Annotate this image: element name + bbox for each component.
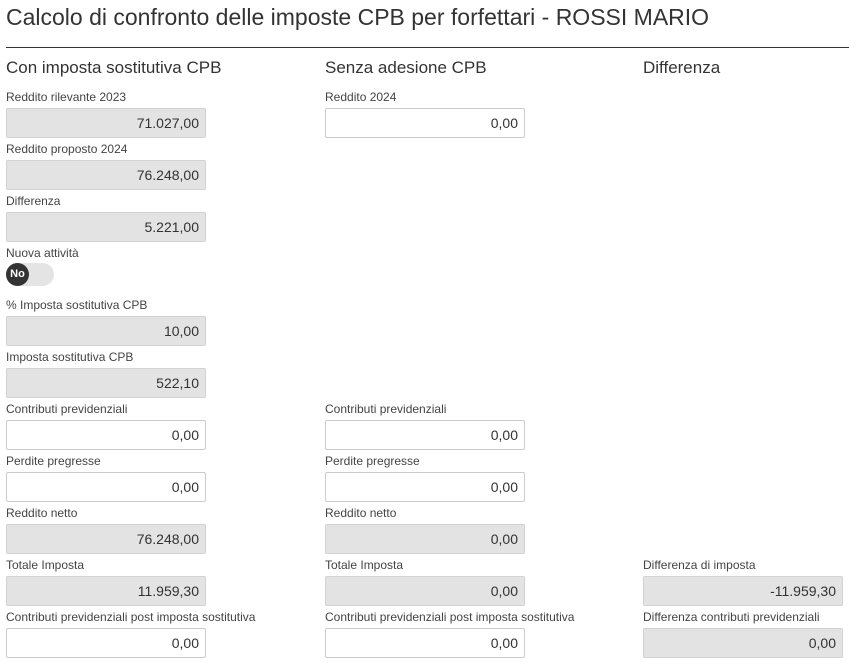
nuova-attivita-toggle[interactable]: No — [6, 263, 54, 286]
differenza-contributi-label: Differenza contributi previdenziali — [643, 610, 820, 624]
perc-imposta-field: 10,00 — [6, 316, 206, 346]
column-heading-cpb: Con imposta sostitutiva CPB — [6, 58, 222, 77]
differenza-imposta-field: -11.959,30 — [643, 576, 843, 606]
perc-imposta-label: % Imposta sostitutiva CPB — [6, 298, 148, 312]
reddito-rilevante-field: 71.027,00 — [6, 108, 206, 138]
cpb-contributi-input[interactable] — [6, 420, 206, 450]
imposta-sostitutiva-field: 522,10 — [6, 368, 206, 398]
reddito-proposto-label: Reddito proposto 2024 — [6, 142, 128, 156]
senza-contributi-input[interactable] — [325, 420, 525, 450]
page-title: Calcolo di confronto delle imposte CPB p… — [6, 4, 710, 30]
imposta-sostitutiva-label: Imposta sostitutiva CPB — [6, 350, 134, 364]
reddito-rilevante-label: Reddito rilevante 2023 — [6, 90, 127, 104]
senza-reddito-netto-field: 0,00 — [325, 524, 525, 554]
reddito-proposto-field: 76.248,00 — [6, 160, 206, 190]
differenza-field: 5.221,00 — [6, 212, 206, 242]
senza-contributi-label: Contributi previdenziali — [325, 402, 447, 416]
senza-perdite-label: Perdite pregresse — [325, 454, 420, 468]
nuova-attivita-label: Nuova attività — [6, 246, 79, 260]
differenza-contributi-field: 0,00 — [643, 628, 843, 658]
differenza-imposta-label: Differenza di imposta — [643, 558, 756, 572]
cpb-contributi-post-label: Contributi previdenziali post imposta so… — [6, 610, 256, 624]
senza-contributi-post-label: Contributi previdenziali post imposta so… — [325, 610, 575, 624]
cpb-reddito-netto-label: Reddito netto — [6, 506, 78, 520]
senza-totale-imposta-label: Totale Imposta — [325, 558, 404, 572]
toggle-knob: No — [6, 263, 29, 286]
senza-perdite-input[interactable] — [325, 472, 525, 502]
cpb-contributi-post-input[interactable] — [6, 628, 206, 658]
cpb-perdite-input[interactable] — [6, 472, 206, 502]
differenza-label: Differenza — [6, 194, 61, 208]
reddito-2024-input[interactable] — [325, 108, 525, 138]
senza-contributi-post-input[interactable] — [325, 628, 525, 658]
column-heading-senza: Senza adesione CPB — [325, 58, 487, 77]
senza-reddito-netto-label: Reddito netto — [325, 506, 397, 520]
reddito-2024-label: Reddito 2024 — [325, 90, 397, 104]
cpb-perdite-label: Perdite pregresse — [6, 454, 101, 468]
cpb-reddito-netto-field: 76.248,00 — [6, 524, 206, 554]
cpb-contributi-label: Contributi previdenziali — [6, 402, 128, 416]
column-heading-differenza: Differenza — [643, 58, 721, 77]
senza-totale-imposta-field: 0,00 — [325, 576, 525, 606]
cpb-totale-imposta-label: Totale Imposta — [6, 558, 85, 572]
title-divider — [6, 47, 849, 48]
cpb-totale-imposta-field: 11.959,30 — [6, 576, 206, 606]
